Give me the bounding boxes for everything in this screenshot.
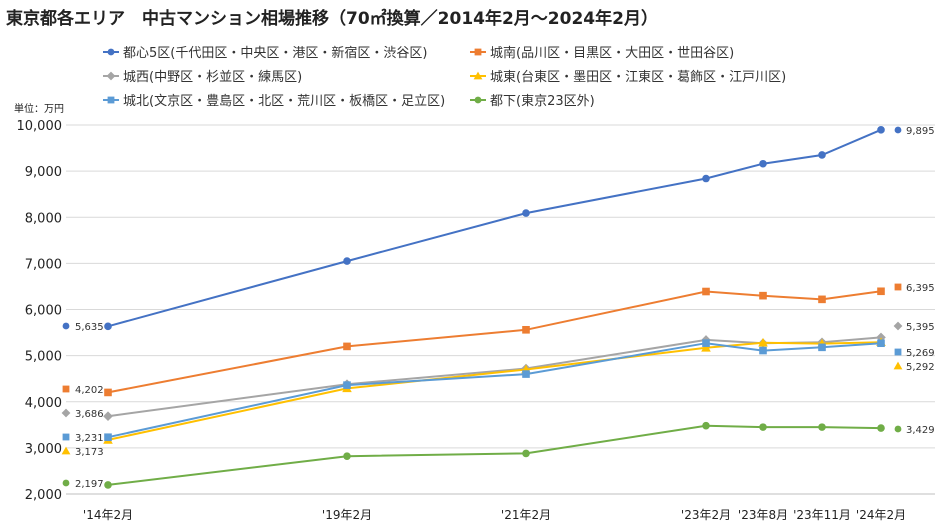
data-point: [877, 339, 885, 348]
x-tick-label: '23年11月: [793, 508, 851, 522]
y-tick-label: 10,000: [17, 119, 63, 134]
x-tick-label: '19年2月: [322, 508, 372, 522]
data-point: [62, 322, 70, 330]
data-point: [877, 126, 885, 134]
legend-item: 城西(中野区・杉並区・練馬区): [103, 70, 302, 85]
legend-label: 城東(台東区・墨田区・江東区・葛飾区・江戸川区): [490, 69, 786, 85]
y-tick-label: 5,000: [25, 350, 62, 365]
y-tick-label: 2,000: [25, 488, 62, 503]
data-point: [894, 425, 902, 433]
data-point: [343, 452, 351, 460]
data-point: [894, 126, 902, 134]
data-point: [107, 48, 115, 56]
y-tick-label: 4,000: [25, 396, 62, 411]
series-group: [103, 126, 886, 489]
y-tick-label: 9,000: [25, 165, 62, 180]
legend-item: 都心5区(千代田区・中央区・港区・新宿区・渋谷区): [103, 45, 427, 61]
data-labels: 5,635 9,895 4,202 6,395 3,686 5,395 3,173 5,292…: [61, 126, 935, 490]
data-point: [104, 433, 112, 442]
data-point: [343, 342, 351, 351]
gridlines: [66, 124, 935, 495]
legend: 都心5区(千代田区・中央区・港区・新宿区・渋谷区) 城南(品川区・目黒区・大田区・…: [103, 45, 786, 109]
legend-item: 都下(東京23区外): [470, 93, 595, 109]
data-point: [894, 348, 902, 356]
data-point: [702, 421, 710, 430]
y-axis: 2,000 3,000 4,000 5,000 6,000 7,000 8,000 9,000…: [17, 119, 63, 503]
data-point: [474, 48, 482, 56]
x-tick-label: '21年2月: [501, 508, 551, 522]
data-point: [818, 423, 826, 431]
data-point: [103, 411, 113, 422]
data-point: [758, 337, 768, 347]
end-value-label: 9,895: [906, 126, 935, 137]
data-point: [893, 361, 903, 370]
start-value-label: 3,173: [75, 447, 104, 458]
data-point: [107, 96, 115, 104]
data-point: [62, 479, 70, 487]
start-value-label: 4,202: [75, 385, 104, 396]
data-point: [61, 446, 71, 455]
data-point: [893, 321, 903, 331]
x-tick-label: '23年8月: [738, 508, 788, 522]
data-point: [62, 385, 70, 393]
data-point: [474, 96, 482, 104]
legend-label: 都下(東京23区外): [490, 93, 595, 109]
legend-label: 都心5区(千代田区・中央区・港区・新宿区・渋谷区): [123, 45, 427, 61]
data-point: [702, 174, 710, 183]
data-point: [877, 287, 885, 296]
data-point: [104, 388, 112, 397]
end-value-label: 5,395: [906, 322, 935, 333]
legend-label: 城北(文京区・豊島区・北区・荒川区・板橋区・足立区): [123, 94, 445, 109]
data-point: [759, 423, 767, 431]
legend-item: 城南(品川区・目黒区・大田区・世田谷区): [470, 45, 734, 61]
data-point: [702, 339, 710, 347]
y-tick-label: 8,000: [25, 211, 62, 226]
data-point: [522, 449, 530, 458]
legend-label: 城南(品川区・目黒区・大田区・世田谷区): [490, 45, 734, 61]
start-value-label: 3,231: [75, 433, 104, 444]
data-point: [343, 257, 351, 265]
data-point: [62, 433, 70, 441]
end-value-label: 6,395: [906, 283, 935, 294]
data-point: [759, 346, 767, 355]
data-point: [104, 481, 112, 489]
data-point: [759, 291, 767, 300]
start-value-label: 2,197: [75, 479, 104, 490]
data-point: [61, 408, 71, 418]
end-value-label: 5,269: [906, 348, 935, 359]
data-point: [106, 71, 116, 81]
x-tick-label: '23年2月: [681, 508, 731, 522]
end-value-label: 5,292: [906, 362, 935, 373]
start-value-label: 5,635: [75, 322, 104, 333]
data-point: [522, 370, 530, 378]
data-point: [701, 342, 711, 352]
data-point: [343, 381, 351, 389]
y-tick-label: 3,000: [25, 442, 62, 457]
unit-label: 単位：万円: [14, 102, 64, 115]
data-point: [759, 159, 767, 168]
x-tick-label: '24年2月: [856, 508, 906, 522]
chart-title: 東京都各エリア 中古マンション相場推移（70㎡換算／2014年2月～2024年2…: [6, 8, 658, 29]
data-point: [522, 325, 530, 334]
legend-label: 城西(中野区・杉並区・練馬区): [123, 70, 302, 85]
start-value-label: 3,686: [75, 409, 104, 420]
data-point: [104, 322, 112, 331]
data-point: [702, 287, 710, 296]
data-point: [818, 343, 826, 352]
end-value-label: 3,429: [906, 425, 935, 436]
legend-item: 城北(文京区・豊島区・北区・荒川区・板橋区・足立区): [103, 94, 445, 109]
data-point: [522, 209, 530, 217]
y-tick-label: 7,000: [25, 257, 62, 272]
x-axis: '14年2月 '19年2月 '21年2月 '23年2月 '23年8月 '23年11月 '24…: [83, 508, 906, 522]
y-tick-label: 6,000: [25, 304, 62, 319]
data-point: [473, 71, 483, 80]
data-point: [877, 424, 885, 432]
legend-item: 城東(台東区・墨田区・江東区・葛飾区・江戸川区): [470, 69, 786, 85]
data-point: [818, 295, 826, 304]
x-tick-label: '14年2月: [83, 508, 133, 522]
data-point: [894, 283, 902, 291]
data-point: [818, 151, 826, 159]
